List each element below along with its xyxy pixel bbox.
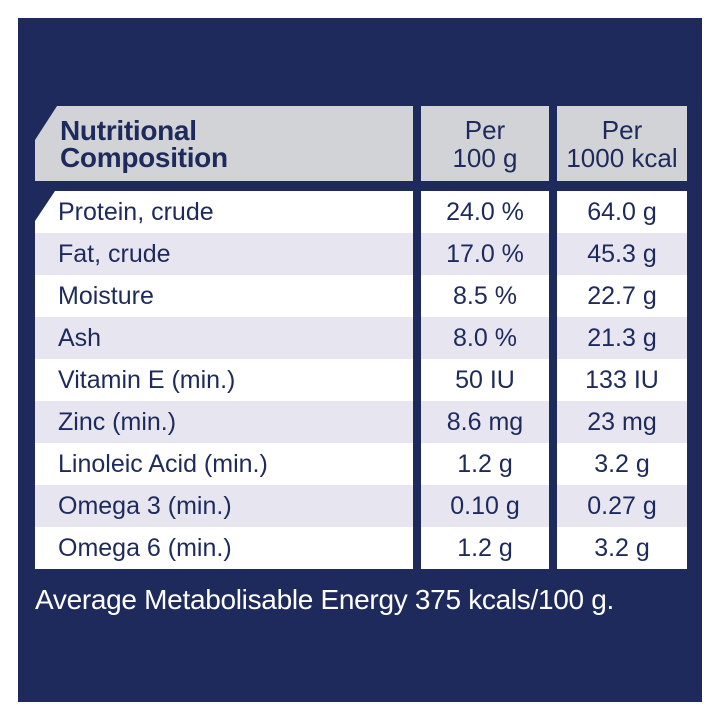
table-row-fat: Fat, crude 17.0 % 45.3 g (35, 233, 687, 275)
nutrition-table: Nutritional Composition Per 100 g Per 10… (35, 106, 687, 569)
row-label: Moisture (35, 275, 413, 317)
row-label: Linoleic Acid (min.) (35, 443, 413, 485)
row-value-per-100g: 50 IU (421, 359, 549, 401)
row-value-per-100g: 1.2 g (421, 443, 549, 485)
row-label: Omega 3 (min.) (35, 485, 413, 527)
table-row-moisture: Moisture 8.5 % 22.7 g (35, 275, 687, 317)
row-label: Vitamin E (min.) (35, 359, 413, 401)
table-body: Protein, crude 24.0 % 64.0 g Fat, crude … (35, 191, 687, 569)
row-value-per-100g: 8.0 % (421, 317, 549, 359)
row-value-per-1000kcal: 22.7 g (557, 275, 687, 317)
row-label: Zinc (min.) (35, 401, 413, 443)
row-value-per-100g: 0.10 g (421, 485, 549, 527)
row-value-per-1000kcal: 3.2 g (557, 443, 687, 485)
row-value-per-100g: 1.2 g (421, 527, 549, 569)
row-label: Omega 6 (min.) (35, 527, 413, 569)
table-row-omega-3: Omega 3 (min.) 0.10 g 0.27 g (35, 485, 687, 527)
table-row-protein: Protein, crude 24.0 % 64.0 g (35, 191, 687, 233)
row-value-per-1000kcal: 23 mg (557, 401, 687, 443)
table-row-linoleic-acid: Linoleic Acid (min.) 1.2 g 3.2 g (35, 443, 687, 485)
row-label: Fat, crude (35, 233, 413, 275)
table-row-omega-6: Omega 6 (min.) 1.2 g 3.2 g (35, 527, 687, 569)
row-value-per-100g: 8.6 mg (421, 401, 549, 443)
header-per-100g: Per 100 g (421, 106, 549, 181)
row-label: Protein, crude (35, 191, 413, 233)
row-value-per-1000kcal: 21.3 g (557, 317, 687, 359)
energy-footnote: Average Metabolisable Energy 375 kcals/1… (35, 584, 615, 615)
row-value-per-1000kcal: 0.27 g (557, 485, 687, 527)
nutrition-panel: Nutritional Composition Per 100 g Per 10… (18, 18, 702, 702)
row-value-per-1000kcal: 133 IU (557, 359, 687, 401)
row-value-per-100g: 8.5 % (421, 275, 549, 317)
header-nutritional-composition: Nutritional Composition (35, 106, 413, 181)
row-value-per-1000kcal: 3.2 g (557, 527, 687, 569)
row-value-per-1000kcal: 45.3 g (557, 233, 687, 275)
row-label: Ash (35, 317, 413, 359)
table-header-row: Nutritional Composition Per 100 g Per 10… (35, 106, 687, 181)
row-value-per-1000kcal: 64.0 g (557, 191, 687, 233)
table-row-ash: Ash 8.0 % 21.3 g (35, 317, 687, 359)
table-row-vitamin-e: Vitamin E (min.) 50 IU 133 IU (35, 359, 687, 401)
table-row-zinc: Zinc (min.) 8.6 mg 23 mg (35, 401, 687, 443)
row-value-per-100g: 24.0 % (421, 191, 549, 233)
header-per-1000kcal: Per 1000 kcal (557, 106, 687, 181)
row-value-per-100g: 17.0 % (421, 233, 549, 275)
